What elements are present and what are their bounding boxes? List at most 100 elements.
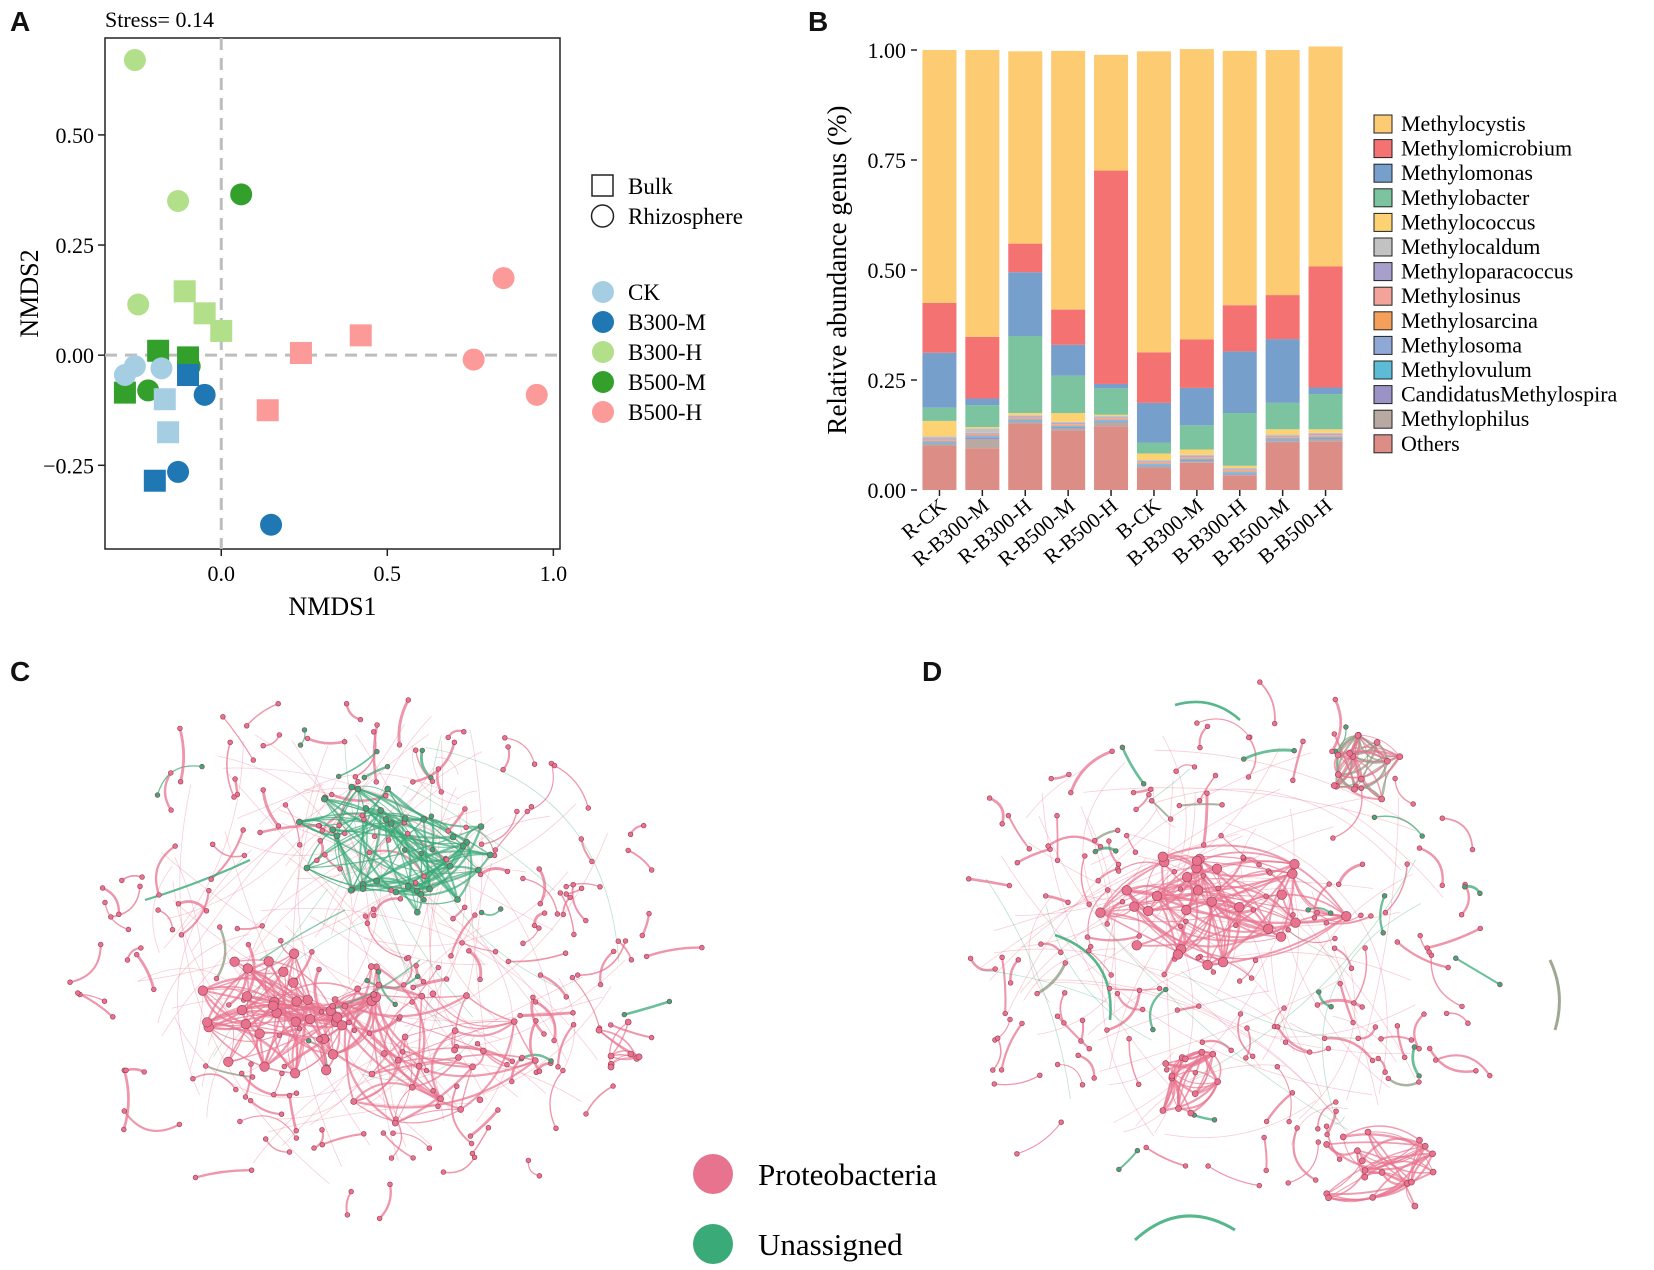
network-node <box>551 1037 557 1044</box>
network-node <box>1263 923 1274 935</box>
network-node <box>446 862 454 870</box>
network-node <box>329 826 337 833</box>
network-node <box>1453 955 1459 961</box>
netC-nodes <box>67 697 705 1222</box>
network-edge <box>1133 906 1347 960</box>
network-edge <box>345 1191 353 1216</box>
network-node <box>124 957 131 963</box>
network-edge <box>447 812 467 983</box>
network-edge <box>1367 1131 1434 1174</box>
network-edge <box>213 888 329 1057</box>
bar-segment <box>1179 425 1214 450</box>
network-node <box>248 1167 255 1173</box>
bar-segment <box>1094 426 1129 490</box>
network-edge <box>351 818 406 890</box>
network-node <box>451 739 458 745</box>
network-node <box>1172 949 1183 960</box>
bar-segment <box>1008 417 1043 419</box>
abund-legend-swatch <box>1373 311 1393 331</box>
bar-segment <box>1179 459 1214 461</box>
bar-segment <box>965 435 1000 437</box>
bar-segment <box>1179 454 1214 457</box>
network-node <box>999 821 1005 827</box>
network-edge <box>156 765 203 796</box>
bar-segment <box>1051 421 1086 424</box>
network-node <box>531 922 538 929</box>
nmds-point-bulk <box>173 280 196 303</box>
bar-segment <box>965 50 1000 337</box>
network-edge <box>321 1132 364 1146</box>
network-edge <box>403 957 413 986</box>
network-node <box>101 998 108 1004</box>
network-node <box>202 1017 213 1028</box>
network-node <box>967 955 974 962</box>
network-edge <box>466 995 515 1023</box>
network-node <box>466 948 472 954</box>
network-node <box>317 837 323 844</box>
network-node <box>1315 1126 1321 1132</box>
network-edge <box>299 818 451 867</box>
nmds-point-rhizosphere <box>525 383 548 406</box>
network-node <box>1369 1057 1376 1064</box>
network-node <box>1068 789 1074 796</box>
network-edge <box>1090 808 1158 865</box>
network-edge <box>261 908 598 1061</box>
bar-segment <box>1136 462 1171 464</box>
network-node <box>254 1028 265 1039</box>
network-node <box>1421 1011 1427 1017</box>
network-edge <box>1194 1054 1214 1095</box>
network-edge <box>350 877 422 896</box>
network-node <box>1234 902 1245 913</box>
nmds-x-tick-label: 1.0 <box>540 561 568 586</box>
network-node <box>346 1019 352 1026</box>
bar-segment <box>1136 442 1171 454</box>
network-node <box>1187 1109 1195 1117</box>
network-node <box>397 896 404 902</box>
nmds-point-bulk <box>210 319 233 342</box>
network-node <box>155 907 161 913</box>
network-node <box>342 830 348 837</box>
network-node <box>589 858 595 865</box>
nmds-point-rhizosphere <box>113 363 136 386</box>
network-node <box>468 1140 475 1147</box>
network-edge <box>430 815 551 948</box>
abund-y-tick-label: 0.25 <box>868 368 907 393</box>
panel-label-a: A <box>10 6 31 37</box>
network-node <box>329 791 335 798</box>
network-edge <box>1317 1101 1337 1129</box>
network-edge <box>254 734 370 932</box>
network-edge <box>1328 1145 1426 1199</box>
bar-segment <box>1265 295 1300 340</box>
network-node <box>1087 943 1094 950</box>
network-node <box>1276 889 1287 900</box>
network-edge <box>1325 1143 1358 1156</box>
network-edge <box>207 961 270 1023</box>
bar-segment <box>1265 434 1300 436</box>
network-node <box>413 908 421 916</box>
network-node <box>405 830 411 837</box>
bar-segment <box>1008 415 1043 417</box>
bar-segment <box>1136 51 1171 353</box>
network-node <box>1163 986 1169 993</box>
network-node <box>1204 790 1210 796</box>
abund-y-tick-label: 0.50 <box>868 258 907 283</box>
legend-rhizosphere-label: Rhizosphere <box>628 204 743 229</box>
legend-unassigned-label: Unassigned <box>758 1227 903 1262</box>
bar-segment <box>965 437 1000 440</box>
network-edge <box>623 1000 670 1016</box>
network-node <box>570 1021 577 1028</box>
network-edge <box>395 891 458 905</box>
network-node <box>510 1018 518 1025</box>
network-edge <box>1190 1081 1219 1115</box>
network-node <box>293 1127 299 1134</box>
network-edge <box>1337 746 1401 758</box>
network-edge <box>1056 1015 1091 1050</box>
network-node <box>1245 774 1252 780</box>
network-node <box>1306 1049 1313 1055</box>
network-edge <box>192 1073 237 1091</box>
network-node <box>293 1090 300 1096</box>
abund-legend-swatch <box>1373 188 1393 208</box>
network-node <box>1199 1039 1206 1045</box>
nmds-x-tick-label: 0.5 <box>374 561 402 586</box>
bar-segment <box>1308 438 1343 440</box>
